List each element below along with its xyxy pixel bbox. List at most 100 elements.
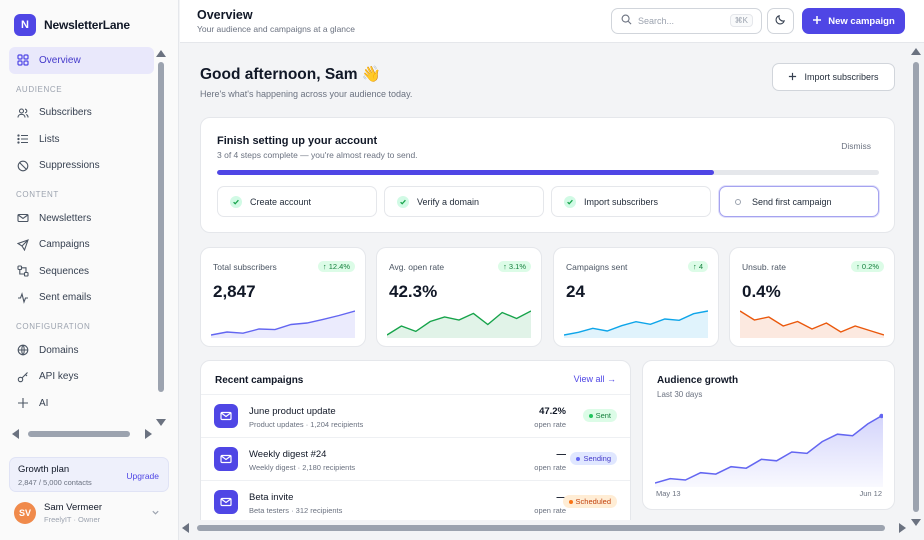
upgrade-link[interactable]: Upgrade: [126, 471, 159, 481]
scrollbar-thumb[interactable]: [28, 431, 130, 437]
setup-step-verify-domain[interactable]: Verify a domain: [384, 186, 544, 217]
nav-section-configuration: CONFIGURATION: [16, 322, 91, 331]
sidebar-horizontal-scrollbar[interactable]: [12, 429, 152, 439]
sidebar-item-api-keys[interactable]: API keys: [9, 364, 154, 391]
view-all-link[interactable]: View all →: [573, 374, 616, 384]
sidebar-item-overview[interactable]: Overview: [9, 47, 154, 74]
stat-value: 0.4%: [742, 282, 781, 301]
campaign-row[interactable]: Beta invite Beta testers · 312 recipient…: [201, 480, 630, 520]
sidebar-item-label: Campaigns: [39, 239, 90, 251]
stat-card-unsub-rate[interactable]: Unsub. rate ↑ 0.2% 0.4%: [729, 247, 895, 347]
campaign-meta: Product updates · 1,204 recipients: [249, 420, 364, 429]
sparkline-line: [387, 310, 531, 336]
recent-campaigns-title: Recent campaigns: [215, 375, 304, 386]
scroll-up-arrow-icon[interactable]: [911, 48, 921, 55]
sparkline: [387, 310, 531, 338]
sidebar-item-lists[interactable]: Lists: [9, 126, 154, 153]
sidebar-item-subscribers[interactable]: Subscribers: [9, 100, 154, 127]
sidebar-item-campaigns[interactable]: Campaigns: [9, 232, 154, 259]
campaign-open-rate: 47.2%: [539, 406, 566, 417]
brand-name: NewsletterLane: [44, 18, 130, 32]
sparkline-line: [564, 310, 708, 336]
stat-delta-badge: ↑ 3.1%: [498, 261, 531, 272]
audience-growth-chart: [655, 413, 883, 487]
audience-growth-subtitle: Last 30 days: [657, 390, 703, 399]
sidebar-item-domains[interactable]: Domains: [9, 337, 154, 364]
search-icon: [621, 14, 632, 28]
new-campaign-button[interactable]: New campaign: [802, 8, 905, 34]
search-box[interactable]: ⌘K: [611, 8, 762, 34]
moon-icon: [775, 14, 786, 28]
brand[interactable]: N NewsletterLane: [14, 14, 130, 36]
scroll-down-arrow-icon[interactable]: [156, 419, 166, 426]
new-campaign-label: New campaign: [828, 15, 895, 27]
sparkle-icon: [16, 397, 30, 409]
dismiss-button[interactable]: Dismiss: [841, 141, 871, 151]
scrollbar-thumb[interactable]: [197, 525, 885, 531]
sidebar-vertical-scrollbar[interactable]: [156, 50, 166, 426]
activity-icon: [16, 291, 30, 304]
stat-card-total-subscribers[interactable]: Total subscribers ↑ 12.4% 2,847: [200, 247, 366, 347]
plan-usage: 2,847 / 5,000 contacts: [18, 478, 92, 487]
sidebar-item-label: Sent emails: [39, 292, 92, 304]
sidebar-item-label: AI: [39, 397, 49, 409]
check-icon: [397, 195, 409, 208]
stat-card-campaigns-sent[interactable]: Campaigns sent ↑ 4 24: [553, 247, 719, 347]
scrollbar-thumb[interactable]: [913, 62, 919, 512]
campaign-name: Weekly digest #24: [249, 449, 327, 460]
import-subscribers-button[interactable]: Import subscribers: [772, 63, 895, 91]
page-title: Overview: [197, 8, 253, 22]
scroll-right-arrow-icon[interactable]: [145, 429, 152, 439]
scroll-right-arrow-icon[interactable]: [899, 523, 906, 533]
sidebar-nav: Overview AUDIENCE Subscribers Lists Supp…: [9, 47, 154, 425]
scroll-left-arrow-icon[interactable]: [182, 523, 189, 533]
sidebar-item-suppressions[interactable]: Suppressions: [9, 153, 154, 180]
mail-icon: [16, 212, 30, 224]
campaign-open-rate: —: [556, 449, 567, 460]
avatar: SV: [14, 502, 36, 524]
status-badge: Sending: [570, 452, 617, 465]
search-input[interactable]: [638, 16, 718, 26]
audience-growth-card: Audience growth Last 30 days May 13 Jun …: [642, 360, 895, 510]
scroll-up-arrow-icon[interactable]: [156, 50, 166, 57]
stat-delta-badge: ↑ 0.2%: [851, 261, 884, 272]
campaign-meta: Beta testers · 312 recipients: [249, 506, 343, 515]
sidebar-item-sequences[interactable]: Sequences: [9, 258, 154, 285]
mail-icon: [214, 490, 238, 514]
setup-step-import-subscribers[interactable]: Import subscribers: [551, 186, 711, 217]
key-icon: [16, 371, 30, 383]
campaign-row[interactable]: Weekly digest #24 Weekly digest · 2,180 …: [201, 437, 630, 480]
user-menu[interactable]: SV Sam Vermeer FreelyIT · Owner: [14, 500, 164, 526]
import-subscribers-label: Import subscribers: [804, 72, 879, 82]
scrollbar-thumb[interactable]: [158, 62, 164, 392]
setup-step-send-first-campaign[interactable]: Send first campaign: [719, 186, 879, 217]
setup-step-create-account[interactable]: Create account: [217, 186, 377, 217]
stat-value: 24: [566, 282, 585, 301]
sidebar-item-newsletters[interactable]: Newsletters: [9, 205, 154, 232]
sidebar-item-label: Subscribers: [39, 107, 92, 119]
sidebar-item-ai[interactable]: AI: [9, 390, 154, 417]
status-dot: [568, 499, 573, 504]
sidebar: N NewsletterLane Overview AUDIENCE Subsc…: [0, 0, 179, 540]
scroll-down-arrow-icon[interactable]: [911, 519, 921, 526]
stat-card-open-rate[interactable]: Avg. open rate ↑ 3.1% 42.3%: [376, 247, 542, 347]
status-badge: Sent: [582, 409, 617, 422]
main-horizontal-scrollbar[interactable]: [182, 522, 906, 534]
user-name: Sam Vermeer: [44, 502, 103, 513]
search-shortcut: ⌘K: [729, 14, 753, 27]
campaign-row[interactable]: June product update Product updates · 1,…: [201, 394, 630, 437]
user-org: FreelyIT · Owner: [44, 515, 101, 524]
plan-title: Growth plan: [18, 464, 70, 475]
sidebar-item-sent-emails[interactable]: Sent emails: [9, 285, 154, 312]
status-label: Sent: [595, 411, 611, 420]
sparkline: [564, 310, 708, 338]
theme-toggle-button[interactable]: [767, 8, 794, 34]
audience-growth-title: Audience growth: [657, 375, 739, 386]
sidebar-item-label: Sequences: [39, 265, 90, 277]
main-vertical-scrollbar[interactable]: [910, 44, 922, 526]
status-dot: [576, 456, 581, 461]
scroll-left-arrow-icon[interactable]: [12, 429, 19, 439]
sparkline-line: [740, 310, 884, 336]
chevron-down-icon: [151, 508, 160, 520]
campaign-open-rate-label: open rate: [534, 420, 566, 429]
